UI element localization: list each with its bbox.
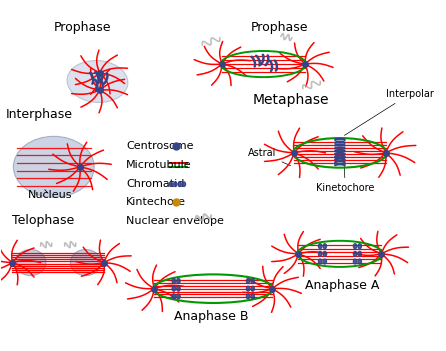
Polygon shape (251, 286, 254, 291)
Polygon shape (251, 279, 254, 284)
Polygon shape (172, 279, 176, 284)
Text: Prophase: Prophase (250, 21, 308, 34)
Polygon shape (251, 294, 254, 299)
Polygon shape (323, 244, 326, 249)
Polygon shape (246, 286, 250, 291)
Text: Kintechore: Kintechore (126, 197, 186, 207)
Polygon shape (178, 182, 181, 186)
Ellipse shape (13, 136, 94, 197)
Polygon shape (182, 182, 186, 186)
Text: Microtubule: Microtubule (126, 160, 191, 170)
Polygon shape (358, 244, 361, 249)
Text: Nuclear envelope: Nuclear envelope (126, 216, 224, 226)
Polygon shape (173, 182, 177, 186)
Text: Interphase: Interphase (6, 108, 73, 121)
Text: Kinetochore: Kinetochore (316, 166, 374, 193)
Polygon shape (169, 182, 173, 186)
Polygon shape (353, 244, 357, 249)
Text: Interpolar: Interpolar (344, 89, 434, 135)
Text: Telophase: Telophase (12, 214, 74, 227)
Polygon shape (172, 286, 176, 291)
Polygon shape (177, 294, 180, 299)
Polygon shape (172, 294, 176, 299)
Polygon shape (177, 286, 180, 291)
Polygon shape (318, 244, 322, 249)
Polygon shape (246, 279, 250, 284)
Text: Prophase: Prophase (54, 21, 112, 34)
Text: Anaphase B: Anaphase B (174, 310, 248, 323)
Polygon shape (353, 259, 357, 264)
Text: Metaphase: Metaphase (252, 93, 329, 107)
Text: Nucleus: Nucleus (28, 190, 72, 200)
Text: Centrosome: Centrosome (126, 141, 194, 151)
Polygon shape (358, 259, 361, 264)
Polygon shape (246, 294, 250, 299)
Text: Astral: Astral (248, 148, 291, 166)
Polygon shape (358, 251, 361, 256)
Text: Anaphase A: Anaphase A (305, 279, 380, 292)
Polygon shape (177, 279, 180, 284)
Polygon shape (318, 259, 322, 264)
Ellipse shape (70, 250, 101, 276)
Ellipse shape (15, 250, 46, 276)
Text: Chromatid: Chromatid (126, 179, 184, 189)
Polygon shape (353, 251, 357, 256)
Polygon shape (323, 251, 326, 256)
Polygon shape (323, 259, 326, 264)
Ellipse shape (67, 60, 128, 102)
Polygon shape (318, 251, 322, 256)
